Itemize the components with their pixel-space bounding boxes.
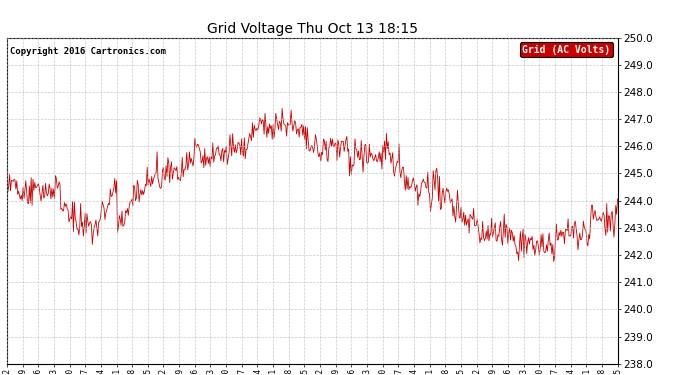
Legend: Grid (AC Volts): Grid (AC Volts) xyxy=(520,42,613,57)
Text: Copyright 2016 Cartronics.com: Copyright 2016 Cartronics.com xyxy=(10,47,166,56)
Title: Grid Voltage Thu Oct 13 18:15: Grid Voltage Thu Oct 13 18:15 xyxy=(207,22,417,36)
